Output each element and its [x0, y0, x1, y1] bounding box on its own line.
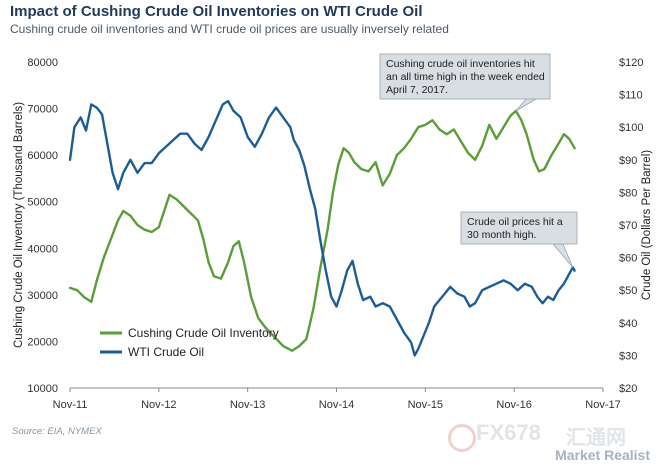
- x-tick-label: Nov-15: [408, 399, 443, 411]
- source-note: Source: EIA, NYMEX: [12, 426, 102, 437]
- watermark-cn-text: 汇通网: [566, 425, 626, 449]
- right-tick-label: $120: [619, 57, 643, 69]
- axes-layer: Nov-11 Nov-12 Nov-13 Nov-14 Nov-15 Nov-16 Nov-…: [13, 57, 653, 411]
- right-tick-label: $30: [619, 350, 637, 362]
- x-tick-label: Nov-11: [53, 399, 88, 411]
- right-tick-label: $100: [619, 122, 643, 134]
- x-tick-label: Nov-16: [496, 399, 531, 411]
- right-tick-label: $40: [619, 318, 637, 330]
- annotation-box: [460, 211, 578, 245]
- right-axis-title: Crude Oil (Dollars Per Barrel): [641, 150, 653, 300]
- right-tick-label: $110: [619, 90, 643, 102]
- brand-logo-text: Market Realist: [555, 447, 650, 463]
- right-tick-label: $20: [619, 383, 637, 395]
- x-tick-label: Nov-17: [585, 399, 620, 411]
- left-tick-label: 80000: [27, 57, 58, 69]
- right-tick-label: $80: [619, 187, 637, 199]
- right-tick-label: $60: [619, 253, 637, 265]
- annotation-text: 30 month high.: [467, 229, 536, 241]
- annotation-text: April 7, 2017.: [386, 84, 448, 96]
- annotation-pointer: [552, 243, 574, 268]
- chart-title: Impact of Cushing Crude Oil Inventories …: [10, 3, 423, 20]
- chart-subtitle: Cushing crude oil inventories and WTI cr…: [10, 22, 449, 36]
- left-axis-title: Cushing Crude Oil Inventory (Thousand Ba…: [13, 102, 25, 348]
- x-tick-label: Nov-12: [141, 399, 176, 411]
- left-tick-label: 70000: [27, 104, 58, 116]
- watermark-logo-icon: [448, 424, 476, 452]
- legend-label: WTI Crude Oil: [128, 345, 204, 359]
- annotation-text: an all time high in the week ended: [386, 71, 545, 83]
- x-tick-label: Nov-13: [230, 399, 265, 411]
- right-tick-label: $70: [619, 220, 637, 232]
- title-bar: Impact of Cushing Crude Oil Inventories …: [0, 0, 660, 42]
- annotation-box: [379, 53, 551, 100]
- series-line-cushing-inventory: [68, 109, 576, 352]
- left-tick-label: 40000: [27, 243, 58, 255]
- watermark-fx-text: FX678: [476, 420, 541, 445]
- right-tick-label: $90: [619, 155, 637, 167]
- legend-label: Cushing Crude Oil Inventory: [128, 326, 279, 340]
- x-tick-label: Nov-14: [319, 399, 354, 411]
- left-tick-label: 50000: [27, 197, 58, 209]
- annotation-text: Cushing crude oil inventories hit: [386, 58, 535, 70]
- right-tick-label: $50: [619, 285, 637, 297]
- legend: Cushing Crude Oil Inventory WTI Crude Oil: [100, 326, 279, 359]
- watermark: FX678 汇通网: [440, 420, 650, 470]
- left-tick-label: 30000: [27, 290, 58, 302]
- annotation-pointer: [515, 98, 538, 112]
- series-line-wti: [68, 99, 576, 357]
- left-tick-label: 20000: [27, 336, 58, 348]
- series-layer: [68, 99, 576, 357]
- left-tick-label: 60000: [27, 150, 58, 162]
- annotation-text: Crude oil prices hit a: [467, 216, 563, 228]
- left-tick-label: 10000: [27, 383, 58, 395]
